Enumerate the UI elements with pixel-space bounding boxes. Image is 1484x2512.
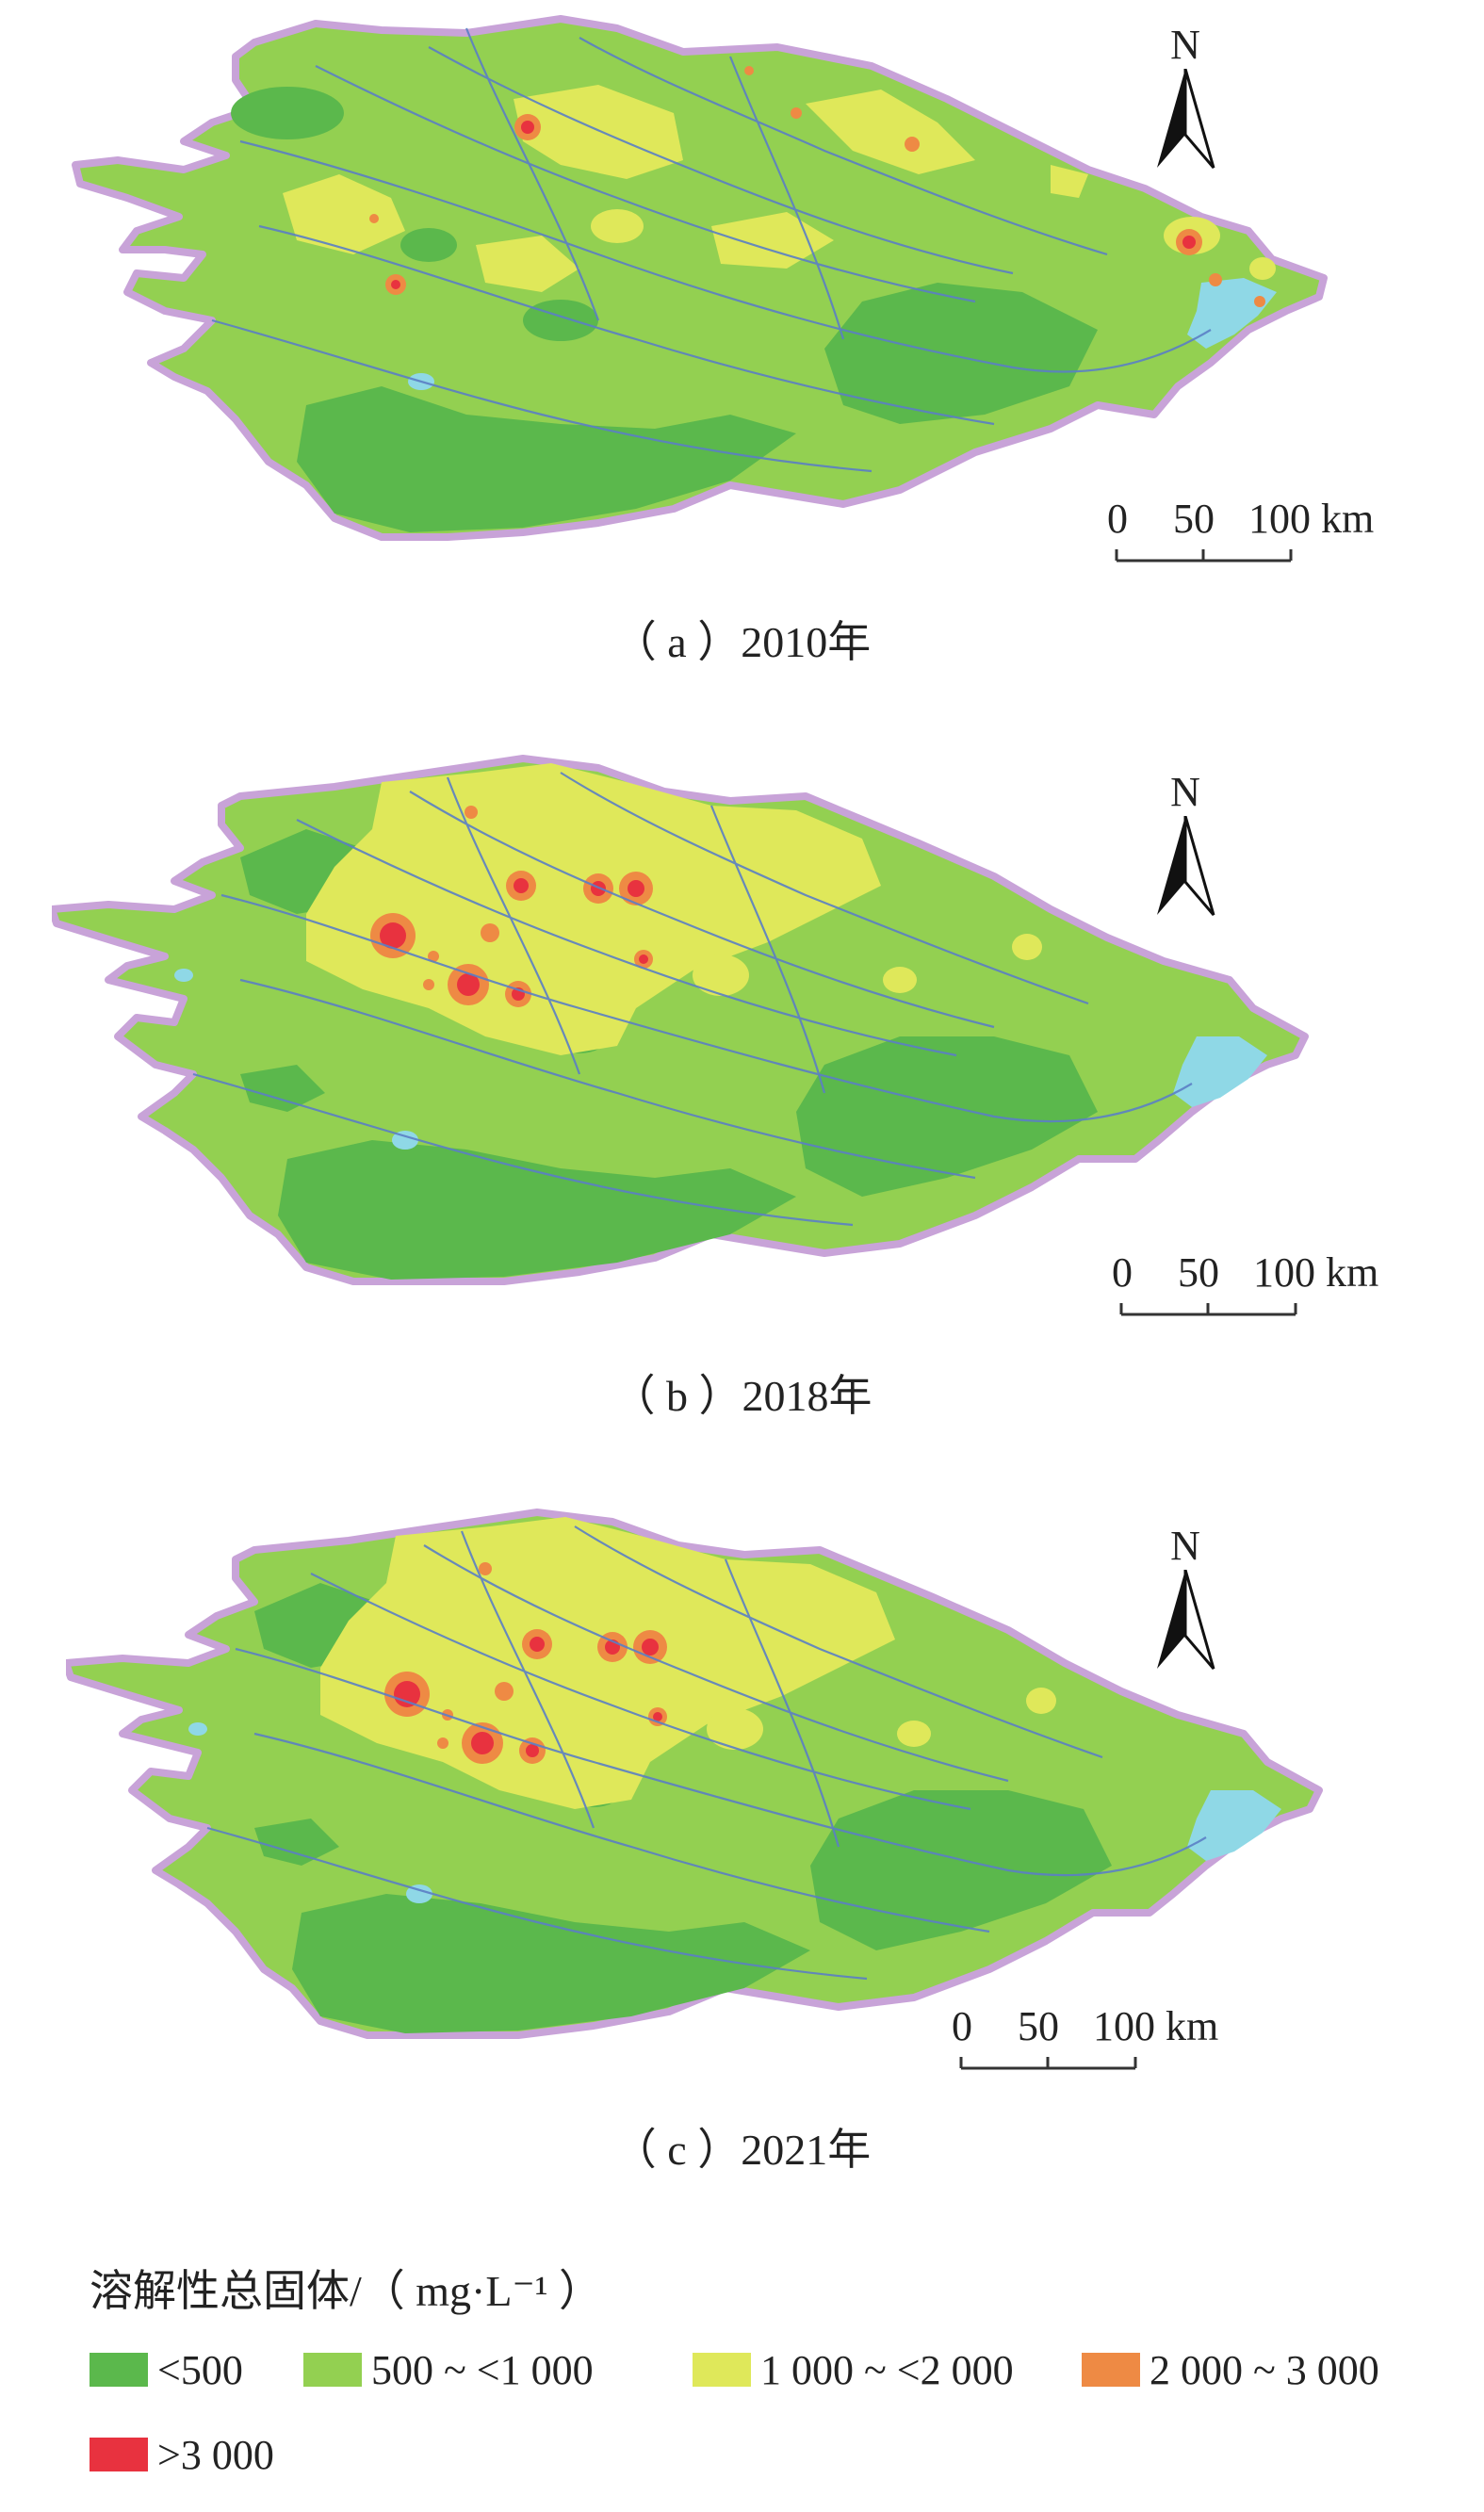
legend-item-1000-2000: 1 000 ~ <2 000 (693, 2346, 1014, 2393)
legend-item-lt500: <500 (90, 2346, 243, 2393)
legend-label: <500 (157, 2346, 243, 2393)
legend-swatch (90, 2438, 148, 2471)
scale-line (1115, 549, 1293, 563)
caption-2018: （ b ）2018年 (612, 1372, 872, 1420)
scale-bar: 0 50 100 km (1107, 495, 1418, 570)
low-tds-zones (240, 829, 1098, 1280)
legend-item-500-1000: 500 ~ <1 000 (303, 2346, 594, 2393)
tds-map-2010 (72, 15, 1328, 541)
legend-swatch (693, 2353, 751, 2387)
scale-mid: 50 (1178, 1249, 1219, 1296)
panel-2010: N 0 50 100 km （ a ）2010年 (0, 0, 1484, 678)
scale-zero: 0 (952, 2003, 972, 2049)
scale-mid: 50 (1018, 2003, 1059, 2049)
scale-bar: 0 50 100 km (1112, 1248, 1423, 1324)
tds-map-2021 (66, 1509, 1323, 2039)
tds-map-2018 (52, 755, 1309, 1285)
legend-label: 1 000 ~ <2 000 (760, 2346, 1014, 2393)
scale-end: 100 km (1248, 496, 1375, 542)
legend-swatch (90, 2353, 148, 2387)
scale-zero: 0 (1112, 1249, 1133, 1296)
legend-item-gt3000: >3 000 (90, 2431, 274, 2478)
scale-bar: 0 50 100 km (952, 2002, 1263, 2078)
north-label: N (1170, 22, 1200, 68)
water-bodies (188, 1722, 1281, 1903)
legend-title: 溶解性总固体/（ mg·L⁻¹ ） (90, 2267, 603, 2315)
water-bodies (174, 969, 1267, 1150)
scale-end: 100 km (1253, 1249, 1379, 1296)
legend-swatch (303, 2353, 362, 2387)
north-arrow: N (1148, 768, 1223, 924)
legend-label: >3 000 (157, 2431, 274, 2478)
legend-label: 500 ~ <1 000 (371, 2346, 594, 2393)
north-arrow: N (1148, 21, 1223, 177)
scale-mid: 50 (1173, 496, 1215, 542)
legend-swatch (1082, 2353, 1140, 2387)
caption-2021: （ c ）2021年 (612, 2126, 872, 2174)
scale-line (1119, 1303, 1297, 1316)
legend-label: 2 000 ~ 3 000 (1150, 2346, 1379, 2393)
caption-2010: （ a ）2010年 (612, 618, 872, 666)
scale-end: 100 km (1093, 2003, 1219, 2049)
high-tds-hotspots (369, 66, 1265, 307)
panel-2021: N 0 50 100 km （ c ）2021年 (0, 1508, 1484, 2186)
north-label: N (1170, 769, 1200, 815)
panel-2018: N 0 50 100 km （ b ）2018年 (0, 754, 1484, 1432)
north-label: N (1170, 1523, 1200, 1569)
low-tds-zones (231, 87, 1098, 532)
legend-item-2000-3000: 2 000 ~ 3 000 (1082, 2346, 1379, 2393)
river-network (206, 1525, 1207, 1981)
scale-line (959, 2057, 1137, 2070)
river-network (211, 27, 1212, 473)
north-arrow-icon (1157, 815, 1215, 916)
north-arrow: N (1148, 1522, 1223, 1678)
north-arrow-icon (1157, 68, 1215, 169)
river-network (192, 772, 1193, 1227)
scale-zero: 0 (1107, 496, 1128, 542)
north-arrow-icon (1157, 1569, 1215, 1670)
